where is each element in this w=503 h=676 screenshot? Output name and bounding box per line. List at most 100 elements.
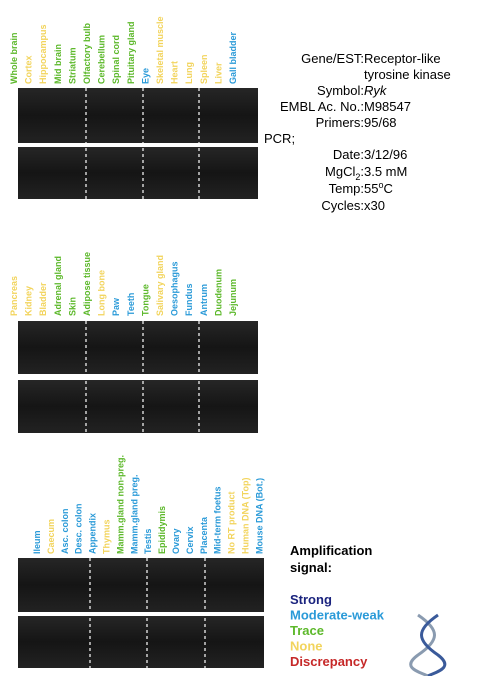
superscript: o xyxy=(378,180,383,190)
info-label: PCR; xyxy=(264,131,295,146)
lane-label: Adipose tissue xyxy=(82,252,92,316)
legend-item: Discrepancy xyxy=(290,654,368,669)
info-value: tyrosine kinase xyxy=(364,67,451,82)
label-text: EMBL Ac. No.: xyxy=(280,99,364,114)
lane-label: Spinal cord xyxy=(111,35,121,84)
info-label: Date: xyxy=(333,147,364,162)
lane-label: Mamm.gland preg. xyxy=(129,474,139,554)
lane-label: Olfactory bulb xyxy=(82,22,92,84)
lane-label: Kidney xyxy=(24,286,34,316)
lane-label: Paw xyxy=(111,297,121,316)
lane-label: Lung xyxy=(184,62,194,84)
lane-label: Oesophagus xyxy=(170,261,180,316)
info-value: 3.5 mM xyxy=(364,164,407,179)
value-text: 95/68 xyxy=(364,115,397,130)
label-text: Date: xyxy=(333,147,364,162)
lane-label: Salivary gland xyxy=(155,255,165,316)
info-label: Gene/EST: xyxy=(301,51,364,66)
lane-label: Placenta xyxy=(199,516,209,554)
lane-label: Duodenum xyxy=(213,269,223,316)
lane-label: Pancreas xyxy=(9,276,19,316)
dna-icon xyxy=(409,613,447,676)
info-label: Cycles: xyxy=(321,198,364,213)
lane-label: Teeth xyxy=(126,293,136,316)
lane-label: Ileum xyxy=(32,530,42,554)
lane-label: Cervix xyxy=(185,526,195,554)
label-text: PCR; xyxy=(264,131,295,146)
info-value: Ryk xyxy=(364,83,388,98)
value-text: 3.5 mM xyxy=(364,164,407,179)
gel xyxy=(18,321,258,374)
lane-label: Mouse DNA (Bot.) xyxy=(254,478,264,554)
lane-label: Asc. colon xyxy=(60,508,70,554)
lane-label: Whole brain xyxy=(9,33,19,85)
lane-label: Cortex xyxy=(24,55,34,84)
value-text: Receptor-like xyxy=(364,51,441,66)
lane-label: Skin xyxy=(67,297,77,316)
lane-label: Heart xyxy=(170,61,180,84)
info-label: Symbol: xyxy=(317,83,364,98)
info-value: x30 xyxy=(364,198,385,213)
lane-label: No RT product xyxy=(227,492,237,555)
legend-title: Amplification xyxy=(290,543,372,558)
lane-label: Gall bladder xyxy=(228,31,238,84)
info-label: EMBL Ac. No.: xyxy=(280,99,364,114)
lane-label: Liver xyxy=(213,62,223,84)
lane-label: Spleen xyxy=(199,54,209,84)
helix-strand xyxy=(409,613,436,676)
subscript: 2 xyxy=(355,172,360,182)
info-label: MgCl2: xyxy=(325,164,364,182)
lane-label: Human DNA (Top) xyxy=(241,478,251,555)
info-value: 55oC xyxy=(364,180,393,196)
info-label: Primers: xyxy=(316,115,364,130)
label-text: Gene/EST: xyxy=(301,51,364,66)
lane-label: Cerebellum xyxy=(97,35,107,84)
lane-label: Ovary xyxy=(171,528,181,554)
legend-item: Strong xyxy=(290,592,332,607)
lane-label: Fundus xyxy=(184,284,194,317)
info-label: Temp: xyxy=(329,181,364,196)
lane-label: Appendix xyxy=(88,513,98,554)
lane-label: Jejunum xyxy=(228,279,238,316)
gel xyxy=(18,558,264,612)
label-text: Temp: xyxy=(329,181,364,196)
gel xyxy=(18,380,258,433)
info-value: M98547 xyxy=(364,99,411,114)
lane-label: Pituitary gland xyxy=(126,21,136,84)
value-text: x30 xyxy=(364,198,385,213)
lane-label: Hippocampus xyxy=(38,24,48,84)
lane-label: Desc. colon xyxy=(74,503,84,554)
label-text: Symbol: xyxy=(317,83,364,98)
lane-label: Long bone xyxy=(97,270,107,316)
gel xyxy=(18,88,258,143)
lane-label: Eye xyxy=(140,68,150,84)
helix-strand xyxy=(420,613,447,676)
label-end: : xyxy=(360,164,364,179)
legend-title: signal: xyxy=(290,560,332,575)
legend-item: Moderate-weak xyxy=(290,608,385,623)
legend-item: Trace xyxy=(290,623,324,638)
lane-label: Mid brain xyxy=(53,44,63,84)
lane-label: Striatum xyxy=(67,47,77,84)
info-value: 3/12/96 xyxy=(364,147,407,162)
label-text: Primers: xyxy=(316,115,364,130)
lane-label: Epididymis xyxy=(157,506,167,554)
lane-label: Bladder xyxy=(38,282,48,316)
lane-label: Mid-term foetus xyxy=(213,487,223,555)
info-value: Receptor-like xyxy=(364,51,441,66)
value-text: M98547 xyxy=(364,99,411,114)
gel xyxy=(18,147,258,199)
label-text: Cycles: xyxy=(321,198,364,213)
value-text: 55 xyxy=(364,181,378,196)
lane-label: Skeletal muscle xyxy=(155,16,165,84)
info-value: 95/68 xyxy=(364,115,397,130)
lane-label: Testis xyxy=(143,529,153,554)
lane-label: Antrum xyxy=(199,284,209,316)
lane-label: Tongue xyxy=(140,284,150,316)
dividers xyxy=(85,88,206,668)
value-text: tyrosine kinase xyxy=(364,67,451,82)
lane-label: Thymus xyxy=(102,519,112,554)
label-text: MgCl xyxy=(325,164,355,179)
value-end: C xyxy=(383,181,392,196)
